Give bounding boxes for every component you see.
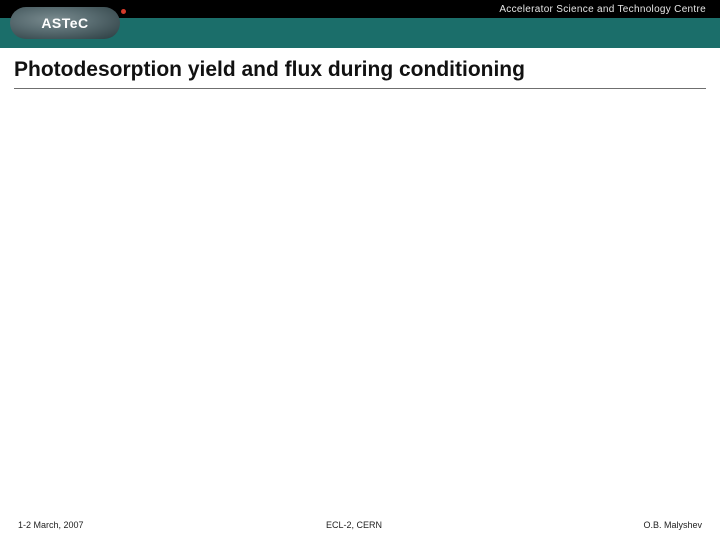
- title-area: Photodesorption yield and flux during co…: [0, 48, 720, 95]
- logo: ASTeC: [10, 6, 120, 40]
- header-subtitle: Accelerator Science and Technology Centr…: [499, 4, 706, 15]
- footer-date: 1-2 March, 2007: [18, 520, 206, 530]
- slide-body: [0, 95, 720, 505]
- title-underline: [14, 88, 706, 89]
- footer-venue: ECL-2, CERN: [206, 520, 514, 530]
- slide-header: ASTeC Accelerator Science and Technology…: [0, 0, 720, 48]
- logo-text: ASTeC: [41, 15, 88, 31]
- logo-oval: ASTeC: [10, 7, 120, 39]
- logo-dot-icon: [121, 9, 126, 14]
- slide-footer: 1-2 March, 2007 ECL-2, CERN O.B. Malyshe…: [0, 512, 720, 540]
- slide-title: Photodesorption yield and flux during co…: [14, 58, 706, 82]
- footer-author: O.B. Malyshev: [514, 520, 702, 530]
